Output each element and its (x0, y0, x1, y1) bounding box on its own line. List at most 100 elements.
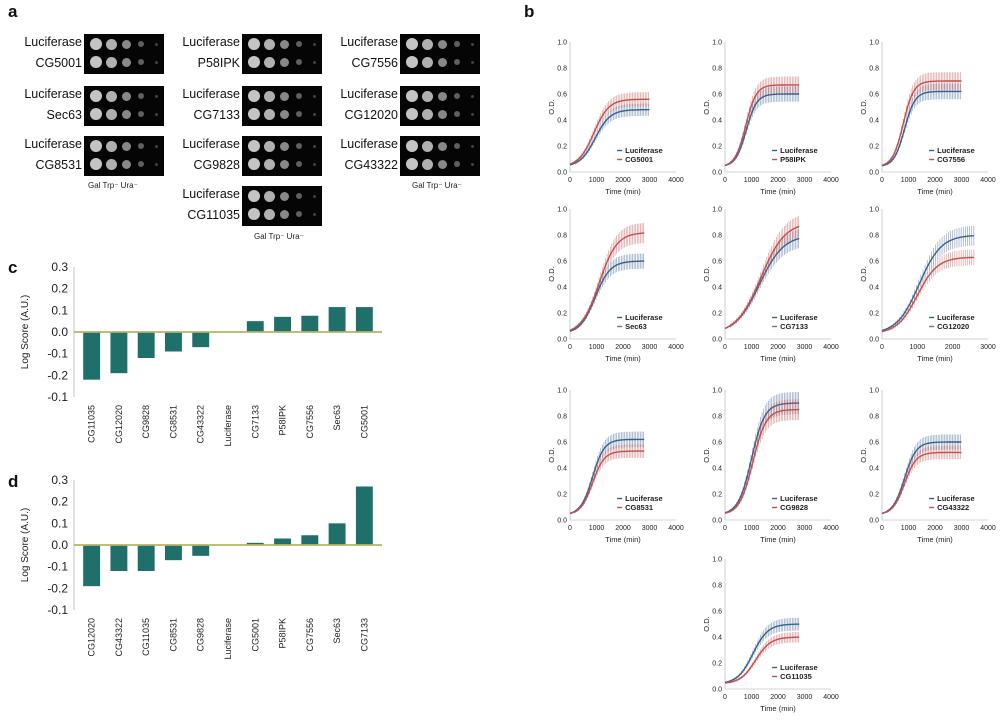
spot-label-gene: CG43322 (344, 158, 398, 172)
condition-label: Gal Trp⁻ Ura⁻ (254, 232, 304, 241)
legend-label: Luciferase (780, 494, 818, 503)
yeast-spot (470, 162, 474, 166)
x-tick-label: 3000 (797, 344, 813, 351)
yeast-spot (421, 38, 433, 50)
bar (301, 535, 319, 545)
y-tick-label: 0.6 (712, 609, 722, 616)
x-tick-label: 1000 (910, 344, 926, 351)
y-tick-label: 0.8 (712, 414, 722, 421)
y-tick-label: 0.2 (869, 311, 879, 318)
growth-curve-p58ipk (724, 84, 800, 166)
x-tick-label: CG43322 (196, 405, 206, 444)
y-tick-label: 0.8 (869, 414, 879, 421)
growth-chart-cg11035: 0.0 0.2 0.4 0.6 0.8 1.0 0 1000 2000 3000 4000 Time … (703, 557, 839, 714)
yeast-spot (105, 158, 117, 170)
y-tick-label: 0.6 (712, 440, 722, 447)
y-tick-label: 0.6 (869, 259, 879, 266)
y-tick-label: -0.1 (47, 560, 68, 574)
yeast-spot (154, 162, 158, 166)
x-tick-label: CG7133 (359, 618, 369, 652)
x-tick-label: 1000 (589, 525, 605, 532)
x-tick-label: 4000 (980, 525, 996, 532)
yeast-spot (90, 38, 102, 50)
x-tick-label: 0 (723, 344, 727, 351)
bar (328, 523, 346, 545)
y-tick-label: 0.2 (712, 144, 722, 151)
spot-assay-labels: Luciferase CG43322 (316, 134, 398, 176)
yeast-spot (121, 91, 131, 101)
yeast-spot (421, 158, 433, 170)
spot-label-gene: CG12020 (344, 108, 398, 122)
growth-curve-luciferase (724, 623, 800, 683)
growth-chart-cg5001: 0.0 0.2 0.4 0.6 0.8 1.0 0 1000 2000 3000 4000 Time … (548, 40, 684, 197)
y-tick-label: 0.0 (51, 325, 68, 339)
x-axis-label: Time (min) (760, 704, 796, 713)
y-tick-label: 0.8 (557, 233, 567, 240)
x-axis-label: Time (min) (917, 354, 953, 363)
growth-curve-cg12020 (881, 256, 974, 333)
yeast-spot (263, 56, 275, 68)
spot-label-gene: CG9828 (193, 158, 240, 172)
y-tick-label: 1.0 (869, 40, 879, 47)
yeast-spot (312, 112, 316, 116)
yeast-spot (138, 59, 144, 65)
growth-curve-cg11035 (724, 636, 800, 684)
yeast-spot (437, 159, 447, 169)
yeast-spot (279, 91, 289, 101)
x-tick-label: 2000 (770, 525, 786, 532)
yeast-spot (121, 159, 131, 169)
spot-label-control: Luciferase (24, 87, 82, 101)
x-axis-label: Time (min) (605, 187, 641, 196)
y-tick-label: 0.4 (557, 466, 567, 473)
y-tick-label: 0.4 (557, 285, 567, 292)
y-tick-label: 0.4 (712, 118, 722, 125)
yeast-spot (248, 56, 260, 68)
y-tick-label: 0.0 (869, 518, 879, 525)
bar (301, 315, 319, 332)
y-tick-label: 1.0 (869, 207, 879, 214)
yeast-spot (312, 212, 316, 216)
y-tick-label: 0.2 (557, 311, 567, 318)
yeast-spot (406, 90, 418, 102)
x-tick-label: CG7556 (305, 405, 315, 439)
y-tick-label: 0.0 (51, 538, 68, 552)
x-tick-label: 4000 (823, 344, 839, 351)
yeast-spot (296, 193, 302, 199)
y-tick-label: -0.2 (47, 581, 68, 595)
y-tick-label: 0.1 (51, 303, 68, 317)
yeast-spot (90, 56, 102, 68)
yeast-spot (312, 60, 316, 64)
panel-letter-c: c (8, 258, 18, 277)
yeast-spot (470, 94, 474, 98)
y-tick-label: 0.4 (712, 466, 722, 473)
yeast-spot (90, 90, 102, 102)
growth-chart-cg7556: 0.0 0.2 0.4 0.6 0.8 1.0 0 1000 2000 3000 4000 Time … (860, 40, 996, 197)
spot-plate-image (84, 86, 164, 126)
x-axis-label: Time (min) (605, 535, 641, 544)
x-tick-label: CG12020 (114, 405, 124, 444)
y-axis-label: O.D. (860, 266, 868, 281)
yeast-spot (312, 194, 316, 198)
yeast-spot (138, 93, 144, 99)
yeast-spot (248, 158, 260, 170)
yeast-spot (296, 59, 302, 65)
x-tick-label: 1000 (901, 177, 917, 184)
y-tick-label: 0.6 (557, 440, 567, 447)
yeast-spot (312, 162, 316, 166)
yeast-spot (437, 57, 447, 67)
y-tick-label: 0.8 (712, 233, 722, 240)
spot-label-control: Luciferase (24, 137, 82, 151)
x-tick-label: 0 (723, 177, 727, 184)
legend-label: Luciferase (625, 494, 663, 503)
y-axis-label: O.D. (860, 99, 868, 114)
bar (328, 307, 346, 332)
y-tick-label: 0.6 (557, 92, 567, 99)
y-axis-label: Log Score (A.U.) (20, 508, 31, 582)
yeast-spot (470, 42, 474, 46)
growth-curve-luciferase (724, 93, 800, 167)
growth-chart-cg8531: 0.0 0.2 0.4 0.6 0.8 1.0 0 1000 2000 3000 4000 Time … (548, 388, 684, 545)
x-tick-label: 3000 (797, 177, 813, 184)
x-tick-label: 0 (880, 177, 884, 184)
y-axis-label: O.D. (703, 266, 711, 281)
spot-plate-image (400, 86, 480, 126)
